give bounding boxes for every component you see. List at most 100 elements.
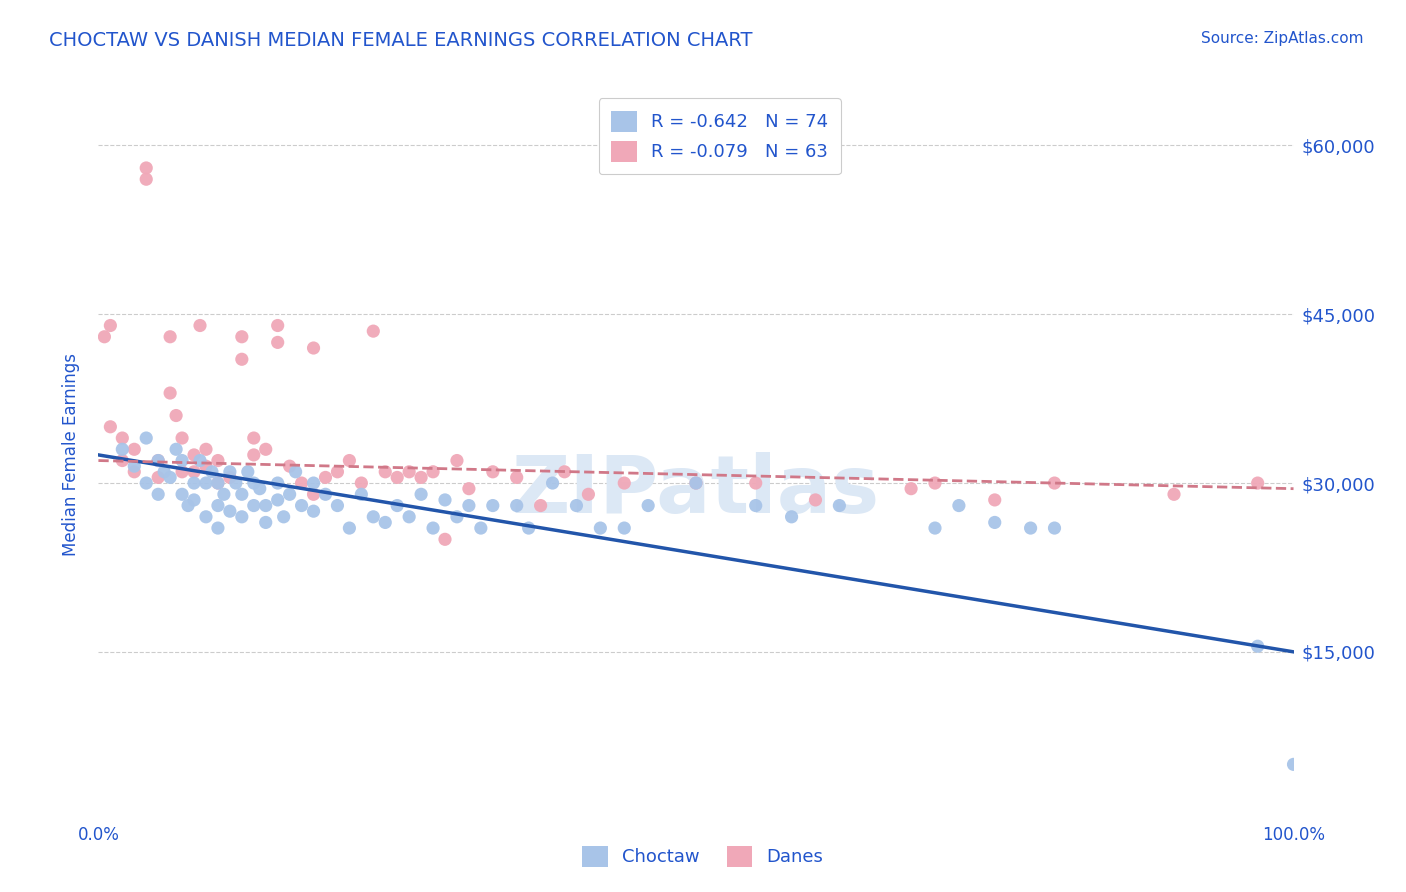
Point xyxy=(315,470,337,484)
Point xyxy=(254,442,277,457)
Point xyxy=(243,448,266,462)
Point xyxy=(148,487,170,501)
Point xyxy=(249,482,271,496)
Point xyxy=(273,509,295,524)
Point xyxy=(172,431,194,445)
Point xyxy=(1247,639,1270,653)
Point xyxy=(195,442,218,457)
Point xyxy=(243,499,266,513)
Point xyxy=(148,470,170,484)
Point xyxy=(177,499,200,513)
Point xyxy=(637,499,659,513)
Point xyxy=(434,492,457,507)
Point xyxy=(267,318,290,333)
Y-axis label: Median Female Earnings: Median Female Earnings xyxy=(62,353,80,557)
Point xyxy=(254,499,277,513)
Text: Source: ZipAtlas.com: Source: ZipAtlas.com xyxy=(1201,31,1364,46)
Point xyxy=(1019,521,1042,535)
Point xyxy=(219,465,242,479)
Point xyxy=(1163,487,1185,501)
Point xyxy=(446,453,468,467)
Point xyxy=(506,470,529,484)
Point xyxy=(291,476,314,491)
Point xyxy=(195,509,218,524)
Point xyxy=(231,330,253,344)
Point xyxy=(685,476,707,491)
Point xyxy=(124,442,146,457)
Point xyxy=(302,487,325,501)
Point xyxy=(231,352,253,367)
Point xyxy=(470,521,492,535)
Point xyxy=(363,324,385,338)
Point xyxy=(254,516,277,530)
Point xyxy=(326,499,349,513)
Point xyxy=(195,476,218,491)
Point xyxy=(613,476,636,491)
Point xyxy=(111,442,134,457)
Point xyxy=(458,499,481,513)
Point xyxy=(589,521,612,535)
Point xyxy=(326,465,349,479)
Point xyxy=(984,516,1007,530)
Point xyxy=(1043,521,1066,535)
Point xyxy=(148,453,170,467)
Legend: Choctaw, Danes: Choctaw, Danes xyxy=(575,838,831,874)
Point xyxy=(219,470,242,484)
Point xyxy=(458,482,481,496)
Point xyxy=(565,499,588,513)
Point xyxy=(236,465,259,479)
Point xyxy=(243,431,266,445)
Point xyxy=(183,465,205,479)
Point xyxy=(98,318,122,333)
Point xyxy=(165,442,187,457)
Point xyxy=(446,509,468,524)
Point xyxy=(350,476,373,491)
Point xyxy=(398,509,420,524)
Point xyxy=(350,487,373,501)
Point xyxy=(207,476,229,491)
Point xyxy=(745,476,768,491)
Point xyxy=(148,453,170,467)
Point xyxy=(924,476,946,491)
Point xyxy=(339,453,361,467)
Point xyxy=(124,465,146,479)
Point xyxy=(188,453,211,467)
Point xyxy=(578,487,600,501)
Point xyxy=(530,499,553,513)
Point xyxy=(804,492,827,507)
Point xyxy=(159,470,181,484)
Point xyxy=(302,476,325,491)
Point xyxy=(398,465,420,479)
Point xyxy=(267,492,290,507)
Text: CHOCTAW VS DANISH MEDIAN FEMALE EARNINGS CORRELATION CHART: CHOCTAW VS DANISH MEDIAN FEMALE EARNINGS… xyxy=(49,31,752,50)
Point xyxy=(278,459,301,474)
Point xyxy=(135,476,157,491)
Point xyxy=(541,476,564,491)
Point xyxy=(159,330,181,344)
Point xyxy=(984,492,1007,507)
Point xyxy=(172,453,194,467)
Point xyxy=(225,476,247,491)
Point xyxy=(685,476,707,491)
Point xyxy=(207,499,229,513)
Point xyxy=(554,465,576,479)
Point xyxy=(385,470,409,484)
Point xyxy=(948,499,970,513)
Point xyxy=(183,476,205,491)
Legend: R = -0.642   N = 74, R = -0.079   N = 63: R = -0.642 N = 74, R = -0.079 N = 63 xyxy=(599,98,841,174)
Point xyxy=(111,431,134,445)
Point xyxy=(828,499,851,513)
Point xyxy=(506,499,529,513)
Point xyxy=(1043,476,1066,491)
Point xyxy=(924,521,946,535)
Point xyxy=(243,476,266,491)
Point xyxy=(434,533,457,547)
Point xyxy=(188,318,211,333)
Point xyxy=(183,492,205,507)
Point xyxy=(172,465,194,479)
Point xyxy=(422,521,444,535)
Point xyxy=(900,482,922,496)
Point xyxy=(517,521,540,535)
Point xyxy=(183,448,205,462)
Point xyxy=(172,487,194,501)
